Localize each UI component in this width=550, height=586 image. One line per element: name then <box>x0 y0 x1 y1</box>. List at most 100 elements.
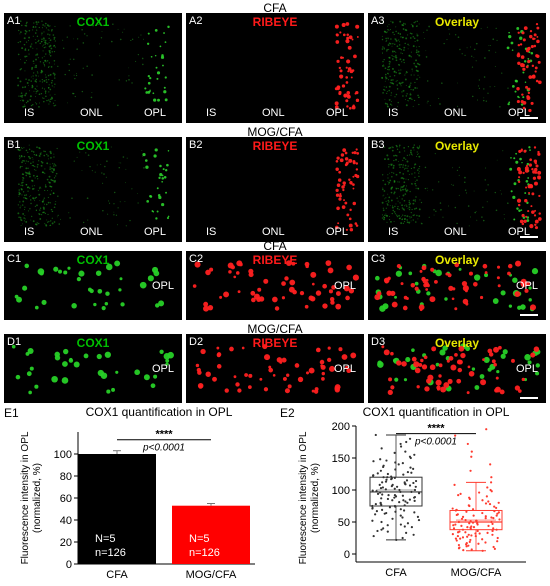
data-point <box>462 549 465 552</box>
data-point <box>490 516 493 519</box>
row-d-header: MOG/CFA <box>247 322 303 336</box>
data-point <box>413 488 417 492</box>
data-point <box>413 499 416 502</box>
scale-bar <box>520 314 538 316</box>
data-point <box>385 459 388 462</box>
region-label-onl: ONL <box>262 226 285 238</box>
region-label-onl: ONL <box>444 226 467 238</box>
micrograph-a3: A3 Overlay IS ONL OPL <box>368 13 546 123</box>
data-point <box>394 495 398 498</box>
data-point <box>403 525 406 528</box>
data-point <box>399 514 402 517</box>
data-point <box>386 476 389 479</box>
panel-label: D1 <box>7 336 22 348</box>
data-point <box>393 476 396 479</box>
bar-annotation: n=126 <box>189 547 220 559</box>
data-point <box>497 511 500 514</box>
data-point <box>476 523 479 526</box>
panel-label-e1: E1 <box>4 406 19 420</box>
y-tick-label: 50 <box>338 517 350 529</box>
data-point <box>386 524 389 527</box>
data-point <box>455 539 458 542</box>
region-label-opl: OPL <box>508 226 531 238</box>
data-point <box>487 500 490 503</box>
bar-annotation: n=126 <box>95 547 126 559</box>
data-point <box>493 505 496 508</box>
micrograph-d1: D1 COX1 OPL <box>4 334 182 403</box>
data-point <box>379 486 383 490</box>
data-point <box>379 458 382 461</box>
data-point <box>371 507 374 510</box>
micrograph-image <box>334 22 360 110</box>
region-label-opl: OPL <box>152 362 175 375</box>
data-point <box>402 509 406 512</box>
data-point <box>404 450 407 453</box>
region-label-opl: OPL <box>516 362 539 375</box>
data-point <box>394 468 397 471</box>
data-point <box>467 544 470 547</box>
data-point <box>413 511 416 514</box>
data-point <box>459 492 462 495</box>
data-point <box>478 532 481 535</box>
data-point <box>371 519 374 522</box>
region-label-opl: OPL <box>326 226 349 238</box>
data-point <box>454 509 457 512</box>
data-point <box>466 535 469 538</box>
significance-stars: **** <box>427 423 445 435</box>
region-label-opl: OPL <box>144 226 167 238</box>
channel-title: COX1 <box>76 15 110 29</box>
data-point <box>487 524 490 527</box>
data-point <box>476 529 479 533</box>
data-point <box>484 541 487 544</box>
data-point <box>497 501 500 504</box>
data-point <box>414 485 417 488</box>
data-point <box>412 481 415 485</box>
data-point <box>469 469 472 472</box>
data-point <box>398 488 401 492</box>
panel-label: D2 <box>189 336 204 348</box>
data-point <box>488 502 492 506</box>
data-point <box>454 537 458 540</box>
data-point <box>454 434 457 437</box>
data-point <box>404 500 407 503</box>
data-point <box>376 529 379 533</box>
data-point <box>403 504 406 507</box>
micrograph-b2: B2 RIBEYE IS ONL OPL <box>186 137 364 242</box>
data-point <box>414 479 418 483</box>
data-point <box>492 517 495 520</box>
region-label-is: IS <box>388 226 399 238</box>
region-label-opl: OPL <box>508 107 531 119</box>
data-point <box>490 476 493 479</box>
chart-title: COX1 quantification in OPL <box>86 405 233 419</box>
data-point <box>374 513 377 516</box>
data-point <box>460 517 464 520</box>
p-value: p<0.0001 <box>142 443 185 454</box>
data-point <box>451 533 454 536</box>
data-point <box>468 540 471 543</box>
scale-bar <box>520 236 538 238</box>
data-point <box>375 490 378 493</box>
scale-bar <box>520 397 538 399</box>
data-point <box>459 537 462 540</box>
panel-label: D3 <box>371 336 386 348</box>
channel-title: COX1 <box>76 336 110 350</box>
data-point <box>461 515 465 518</box>
y-tick-label: 100 <box>54 449 72 461</box>
channel-title: RIBEYE <box>252 139 298 153</box>
data-point <box>464 543 468 546</box>
panel-label: C1 <box>7 253 22 265</box>
data-point <box>492 545 495 549</box>
bar <box>172 505 250 564</box>
data-point <box>481 538 484 541</box>
data-point <box>399 490 402 494</box>
data-point <box>471 521 475 524</box>
x-tick-label: MOG/CFA <box>186 569 237 581</box>
data-point <box>492 527 495 530</box>
data-point <box>379 469 382 472</box>
region-label-is: IS <box>24 107 35 119</box>
panel-label: C3 <box>371 253 386 265</box>
data-point <box>472 526 476 529</box>
data-point <box>481 511 484 515</box>
data-point <box>467 533 470 536</box>
region-label-opl: OPL <box>334 279 357 292</box>
